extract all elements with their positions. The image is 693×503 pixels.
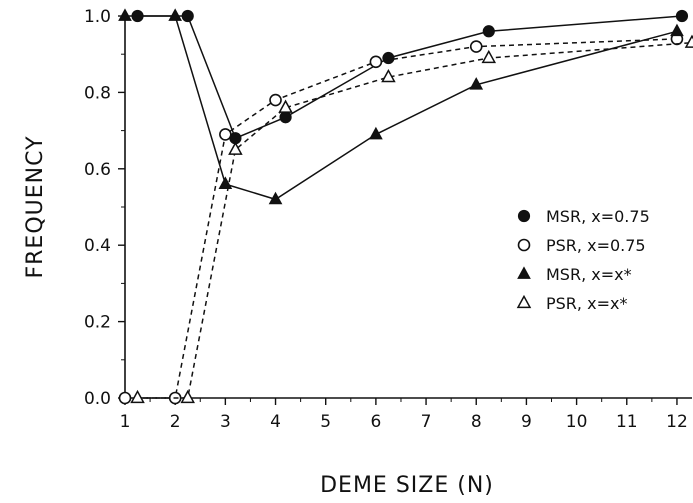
data-point	[675, 9, 689, 23]
legend-label: MSR, x=x*	[546, 265, 632, 284]
legend-marker	[517, 209, 531, 223]
series-layer	[118, 8, 693, 405]
x-axis-title: DEME SIZE (N)	[320, 473, 494, 498]
legend-marker	[517, 266, 531, 279]
series-4	[130, 34, 693, 404]
legend: MSR, x=0.75 PSR, x=0.75 MSR, x=x* PSR, x=x*	[516, 207, 650, 313]
data-point	[130, 389, 145, 404]
legend-item-3: MSR, x=x*	[517, 265, 632, 284]
data-point	[382, 51, 395, 65]
y-tick-label: 0.4	[84, 236, 111, 256]
data-point	[381, 68, 396, 83]
data-point	[278, 99, 293, 113]
x-tick-label: 3	[220, 412, 231, 432]
x-tick-label: 5	[320, 412, 331, 432]
y-tick-label: 0.0	[84, 389, 111, 409]
axes: 1 2 3 4 5 6 7 8 9 10 11 120.00.20.40.60.81.0	[84, 7, 692, 432]
legend-label: PSR, x=0.75	[546, 236, 646, 255]
data-point	[369, 55, 383, 69]
data-point	[469, 77, 484, 90]
legend-label: MSR, x=0.75	[546, 207, 650, 226]
y-tick-label: 0.2	[84, 313, 111, 333]
series-1	[131, 9, 689, 145]
data-point	[279, 111, 292, 124]
legend-item-2: PSR, x=0.75	[517, 236, 646, 255]
series-line	[125, 15, 678, 201]
x-tick-label: 11	[616, 412, 638, 432]
data-point	[670, 23, 684, 37]
data-point	[180, 389, 195, 404]
x-tick-label: 12	[666, 412, 688, 432]
data-point	[268, 191, 283, 205]
legend-marker	[516, 294, 532, 309]
series-line	[137, 15, 683, 140]
x-tick-label: 4	[270, 412, 281, 432]
data-point	[168, 8, 183, 21]
data-point	[684, 34, 693, 48]
x-tick-label: 10	[566, 412, 588, 432]
legend-label: PSR, x=x*	[546, 294, 627, 313]
data-point	[118, 391, 132, 405]
series-3	[118, 8, 684, 205]
data-point	[218, 176, 233, 189]
y-axis-title: FREQUENCY	[23, 135, 48, 278]
y-tick-label: 1.0	[84, 7, 111, 27]
x-tick-label: 7	[421, 412, 432, 432]
x-tick-label: 8	[471, 412, 482, 432]
x-tick-label: 6	[370, 412, 381, 432]
data-point	[481, 49, 497, 64]
y-tick-label: 0.6	[84, 160, 111, 180]
data-point	[469, 40, 483, 53]
y-tick-label: 0.8	[84, 83, 111, 103]
legend-item-4: PSR, x=x*	[516, 294, 627, 313]
data-point	[369, 126, 383, 140]
x-tick-label: 9	[521, 412, 532, 432]
x-tick-label: 1	[120, 412, 131, 432]
legend-marker	[517, 238, 531, 252]
series-2	[118, 32, 684, 405]
x-tick-label: 2	[170, 412, 181, 432]
data-point	[482, 25, 495, 38]
legend-item-1: MSR, x=0.75	[517, 207, 650, 226]
data-point	[219, 128, 232, 141]
data-point	[181, 9, 194, 23]
data-point	[118, 8, 132, 21]
data-point	[269, 93, 282, 107]
data-point	[228, 141, 243, 155]
